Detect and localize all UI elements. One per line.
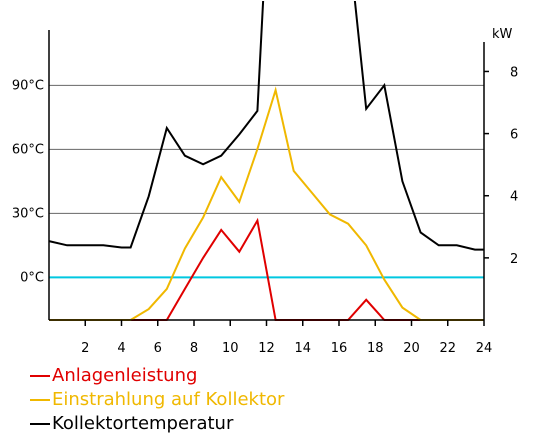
left-tick-label: 90°C	[12, 78, 44, 93]
x-tick-label: 18	[367, 341, 384, 356]
x-tick-label: 8	[190, 341, 198, 356]
right-tick-label: 2	[510, 252, 518, 267]
legend-label: Anlagenleistung	[52, 365, 198, 386]
right-tick-label: 4	[510, 190, 518, 205]
legend-swatch	[30, 423, 50, 425]
x-axis-ticks: 2 4 6 8 10 12 14 16 18 20 22 24	[81, 320, 492, 356]
series-lines	[48, 0, 484, 321]
left-tick-label: 0°C	[20, 270, 44, 285]
legend-swatch	[30, 399, 50, 401]
top-clip-mask	[0, 0, 550, 1]
left-tick-label: 30°C	[12, 206, 44, 221]
x-tick-label: 2	[81, 341, 89, 356]
x-tick-label: 20	[403, 341, 420, 356]
left-axis-ticks: 0°C 30°C 60°C 90°C	[12, 78, 44, 285]
x-tick-label: 16	[331, 341, 348, 356]
legend-label: Kollektortemperatur	[52, 413, 234, 434]
x-tick-label: 12	[258, 341, 275, 356]
x-tick-label: 24	[476, 341, 493, 356]
legend: Anlagenleistung Einstrahlung auf Kollekto…	[30, 364, 284, 436]
right-tick-label: 6	[510, 128, 518, 143]
legend-swatch	[30, 375, 50, 377]
x-tick-label: 10	[222, 341, 239, 356]
series-line-3	[48, 0, 484, 251]
x-tick-label: 4	[117, 341, 125, 356]
right-axis-unit: kW	[492, 27, 513, 42]
legend-entry: Anlagenleistung	[30, 364, 284, 388]
x-tick-label: 6	[154, 341, 162, 356]
x-tick-label: 22	[439, 341, 456, 356]
grid-lines	[49, 84, 484, 214]
x-tick-label: 14	[294, 341, 311, 356]
right-tick-label: 8	[510, 65, 518, 80]
legend-entry: Kollektortemperatur	[30, 412, 284, 436]
left-tick-label: 60°C	[12, 142, 44, 157]
chart: 2 4 6 8 10 12 14 16 18 20 22 24 0°C30°C60°C90°C 246…	[0, 0, 550, 356]
legend-entry: Einstrahlung auf Kollektor	[30, 388, 284, 412]
series-line-1	[49, 217, 484, 321]
legend-label: Einstrahlung auf Kollektor	[52, 389, 285, 410]
series-line-2	[49, 86, 484, 321]
right-axis-ticks: 2 4 6 8	[484, 65, 518, 267]
